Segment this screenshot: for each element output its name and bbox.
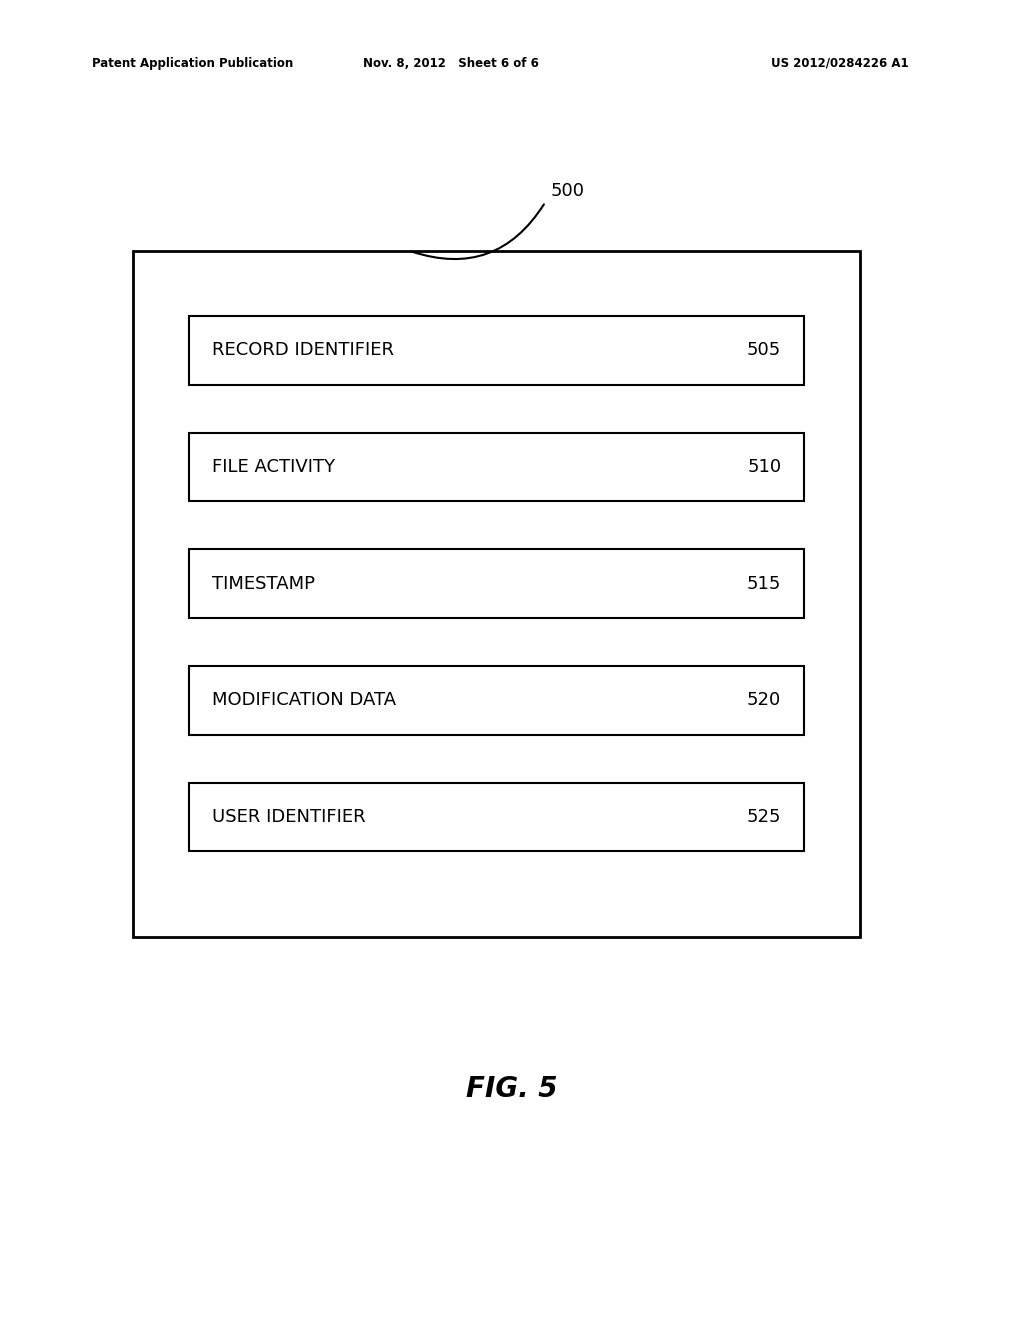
Bar bbox=[189, 667, 804, 735]
Text: MODIFICATION DATA: MODIFICATION DATA bbox=[212, 692, 396, 709]
Bar bbox=[189, 783, 804, 851]
Text: 515: 515 bbox=[746, 574, 781, 593]
Bar bbox=[189, 549, 804, 618]
Text: 510: 510 bbox=[748, 458, 781, 477]
Text: 520: 520 bbox=[748, 692, 781, 709]
Text: Patent Application Publication: Patent Application Publication bbox=[92, 57, 294, 70]
Bar bbox=[189, 433, 804, 502]
Text: RECORD IDENTIFIER: RECORD IDENTIFIER bbox=[212, 342, 394, 359]
Text: Nov. 8, 2012   Sheet 6 of 6: Nov. 8, 2012 Sheet 6 of 6 bbox=[362, 57, 539, 70]
Bar bbox=[133, 251, 860, 937]
Text: 500: 500 bbox=[551, 182, 585, 201]
Text: US 2012/0284226 A1: US 2012/0284226 A1 bbox=[771, 57, 908, 70]
Text: FIG. 5: FIG. 5 bbox=[466, 1074, 558, 1104]
Text: FILE ACTIVITY: FILE ACTIVITY bbox=[212, 458, 335, 477]
Text: TIMESTAMP: TIMESTAMP bbox=[212, 574, 315, 593]
Text: 525: 525 bbox=[746, 808, 781, 826]
Text: 505: 505 bbox=[748, 342, 781, 359]
Text: USER IDENTIFIER: USER IDENTIFIER bbox=[212, 808, 366, 826]
Bar bbox=[189, 315, 804, 384]
